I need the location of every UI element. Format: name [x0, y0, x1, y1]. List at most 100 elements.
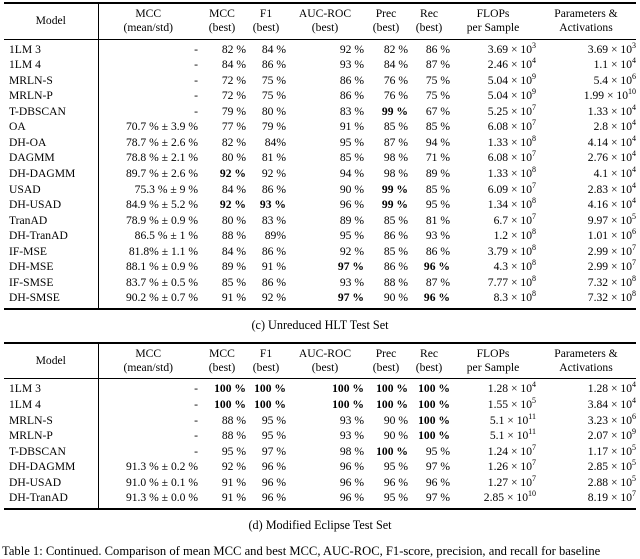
value-cell: 6.08 × 107 — [487, 118, 536, 134]
column-header: F1 (best) — [246, 342, 286, 380]
value-cell: 4.3 × 108 — [493, 258, 536, 274]
value-cell: 97 % — [425, 460, 450, 474]
column-header-line1: Rec — [419, 346, 439, 360]
table-body: 1LM 3-100 % 100 % 100 % 100 % 100 % 1.28 × 10… — [4, 378, 636, 509]
column-header: AUC-ROC (best) — [286, 342, 364, 380]
value-cell: 83.7 % ± 0.5 % — [125, 275, 198, 289]
value-cell: - — [194, 58, 198, 72]
value-cell: 90 % — [383, 429, 408, 443]
value-cell: 81.8% ± 1.1 % — [128, 244, 198, 258]
value-cell: 97 % — [337, 291, 364, 305]
value-cell: 78.9 % ± 0.9 % — [125, 213, 198, 227]
value-cell: 96 % — [423, 291, 450, 305]
value-cell: 1.24 × 107 — [487, 442, 536, 458]
column-header-line2: (mean/std) — [123, 20, 174, 34]
value-cell: 4.1 × 104 — [593, 165, 636, 180]
column-header-line1: AUC-ROC — [298, 346, 352, 360]
column-header: F1 (best) — [246, 3, 286, 40]
table-body: 1LM 3 - 82 % 84 % 92 % 82 % 86 % 3.69 × 103 3.69… — [4, 39, 636, 309]
value-cell: 91.0 % ± 0.1 % — [125, 475, 198, 489]
table-row: 1LM 4 - 100 % 100 % 100 % 100 % 100 % 1.55 × 10… — [4, 397, 636, 413]
value-cell: 84 % — [221, 244, 246, 258]
model-name-cell: IF-SMSE — [4, 274, 99, 291]
model-name-cell: OA — [4, 119, 99, 135]
column-header-line2: (best) — [415, 360, 443, 374]
table-header: Model MCC (mean/std) MCC (best) F1 (best) AUC-R… — [4, 342, 636, 380]
value-cell: 84 % — [221, 58, 246, 72]
model-name-cell: T-DBSCAN — [4, 443, 99, 460]
value-cell: 93 % — [339, 413, 364, 427]
value-cell: 90.2 % ± 0.7 % — [125, 291, 198, 305]
value-cell: - — [194, 444, 198, 458]
value-cell: 72 % — [221, 73, 246, 87]
value-cell: 1.28 × 104 — [587, 380, 636, 396]
value-cell: 100 % — [418, 382, 450, 396]
table-row: TranAD 78.9 % ± 0.9 % 80 % 83 % 89 % 85 % 81 %… — [4, 212, 636, 229]
column-header: Prec (best) — [364, 3, 408, 40]
table-row: USAD 75.3 % ± 9 % 84 % 86 % 90 % 99 % 85 % 6.09… — [4, 180, 636, 198]
value-cell: 91 % — [221, 491, 246, 505]
column-header: MCC (mean/std) — [98, 3, 198, 40]
model-name-cell: DH-DAGMM — [4, 165, 99, 182]
value-cell: 86 % — [261, 275, 286, 289]
value-cell: 95 % — [261, 413, 286, 427]
column-header-line1: FLOPs — [476, 7, 510, 20]
value-cell: 1.28 × 104 — [487, 380, 536, 396]
value-cell: 95 % — [425, 198, 450, 212]
value-cell: - — [194, 73, 198, 87]
value-cell: 2.76 × 104 — [587, 149, 636, 165]
column-header: Parameters & Activations — [536, 3, 636, 40]
value-cell: - — [194, 429, 198, 443]
value-cell: 79 % — [261, 120, 286, 134]
model-name-cell: 1LM 4 — [4, 397, 99, 413]
value-cell: 3.23 × 106 — [587, 411, 636, 427]
value-cell: 91.3 % ± 0.0 % — [125, 491, 198, 505]
column-header-line2: (mean/std) — [123, 360, 174, 374]
table-row: T-DBSCAN - 95 % 97 % 98 % 100 % 95 % 1.24 × 107… — [4, 442, 636, 460]
value-cell: 86 % — [261, 182, 286, 196]
value-cell: 6.09 × 107 — [487, 180, 536, 196]
column-header: Prec (best) — [364, 342, 408, 380]
table-row: OA 70.7 % ± 3.9 % 77 % 79 % 91 % 85 % 85 % 6.08… — [4, 119, 636, 135]
value-cell: 93 % — [339, 275, 364, 289]
column-header-line2: (best) — [252, 20, 280, 34]
value-cell: 97 % — [337, 260, 364, 274]
value-cell: 92 % — [221, 460, 246, 474]
value-cell: 82 % — [383, 42, 408, 56]
value-cell: 100 % — [214, 382, 246, 396]
table-row: MRLN-P - 88 % 95 % 93 % 90 % 100 % 5.1 × 1011 2.… — [4, 428, 636, 444]
model-name-cell: TranAD — [4, 212, 99, 229]
value-cell: 93 % — [259, 198, 286, 212]
table-1-caption: Table 1: Continued. Comparison of mean M… — [2, 543, 601, 558]
table-row: DAGMM 78.8 % ± 2.1 % 80 % 81 % 85 % 98 % 71 % 6… — [4, 150, 636, 166]
value-cell: 92 % — [219, 198, 246, 212]
value-cell: 80 % — [221, 213, 246, 227]
value-cell: 84 % — [383, 58, 408, 72]
value-cell: 85 % — [383, 213, 408, 227]
column-header: Rec (best) — [408, 3, 450, 40]
value-cell: 75 % — [261, 73, 286, 87]
column-header-line2: Activations — [559, 20, 613, 34]
value-cell: 80 % — [221, 151, 246, 165]
column-header-line1: Model — [35, 13, 66, 27]
value-cell: 96 % — [383, 475, 408, 489]
table-row: 1LM 3 - 82 % 84 % 92 % 82 % 86 % 3.69 × 103 3.69… — [4, 39, 636, 58]
value-cell: 89 % — [425, 166, 450, 180]
value-cell: 2.85 × 105 — [587, 458, 636, 474]
value-cell: 1.2 × 108 — [493, 227, 536, 243]
value-cell: 2.85 × 1010 — [483, 489, 536, 505]
value-cell: 2.99 × 107 — [587, 242, 636, 258]
value-cell: 100 % — [376, 444, 408, 458]
value-cell: 96 % — [339, 198, 364, 212]
value-cell: 1.55 × 105 — [487, 396, 536, 412]
value-cell: 2.88 × 105 — [587, 473, 636, 489]
value-cell: 75.3 % ± 9 % — [134, 182, 198, 196]
column-header: FLOPs per Sample — [450, 342, 536, 380]
column-header-line1: FLOPs — [476, 346, 510, 360]
value-cell: 98 % — [339, 444, 364, 458]
value-cell: 86 % — [383, 260, 408, 274]
value-cell: 90 % — [383, 291, 408, 305]
value-cell: 95 % — [383, 460, 408, 474]
value-cell: 75 % — [425, 73, 450, 87]
